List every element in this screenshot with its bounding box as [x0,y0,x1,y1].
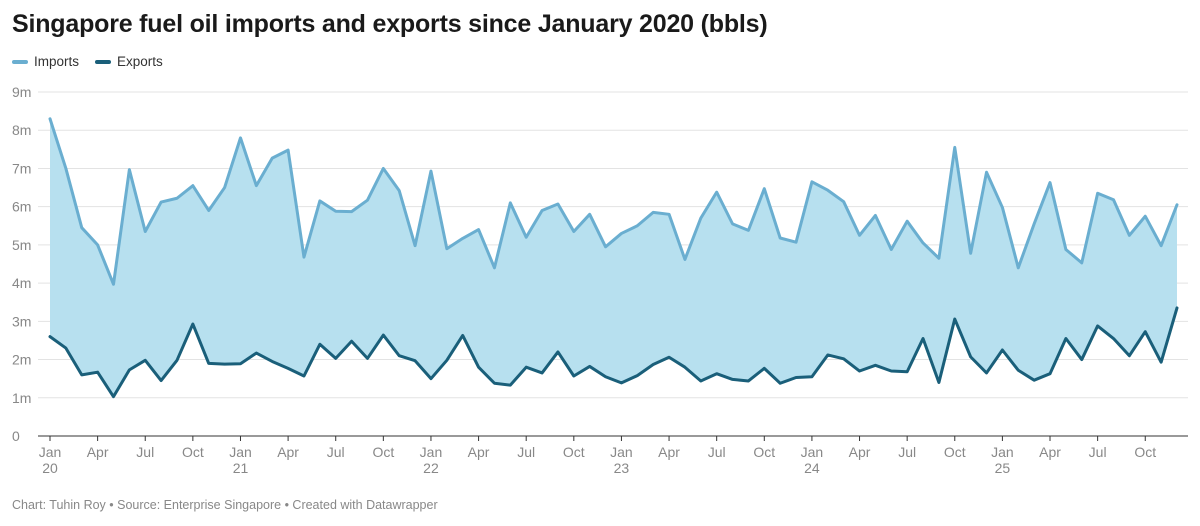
x-tick-label: Jul [517,444,535,460]
series-line-imports [48,117,1179,286]
x-tick-label: Jul [1089,444,1107,460]
y-tick-label: 0 [12,428,20,444]
x-tick-label: Jul [708,444,726,460]
chart-footer: Chart: Tuhin Roy • Source: Enterprise Si… [12,498,438,512]
x-tick-label: Jan [420,444,443,460]
series-line-exports [48,306,1179,399]
x-tick-label: Oct [372,444,394,460]
x-tick-label: Jan [991,444,1014,460]
x-tick-label: Jan [39,444,62,460]
y-tick-label: 3m [12,313,31,329]
chart-title: Singapore fuel oil imports and exports s… [12,10,768,38]
y-tick-label: 5m [12,237,31,253]
legend-label-imports: Imports [34,54,80,69]
x-tick-label: Jan [801,444,824,460]
x-tick-label: Apr [658,444,680,460]
y-tick-label: 4m [12,275,31,291]
x-tick-label: Oct [1134,444,1156,460]
x-tick-year-label: 25 [995,460,1011,476]
x-tick-label: Jan [229,444,252,460]
y-tick-label: 9m [12,84,31,100]
area-imports-exports-gap [50,118,1177,397]
legend-item-exports: Exports [95,54,163,69]
x-tick-label: Apr [1039,444,1061,460]
y-tick-label: 7m [12,160,31,176]
x-tick-label: Oct [563,444,585,460]
y-tick-label: 8m [12,122,31,138]
x-tick-label: Apr [277,444,299,460]
x-tick-label: Jul [898,444,916,460]
y-tick-label: 6m [12,199,31,215]
legend-item-imports: Imports [12,54,79,69]
x-tick-year-label: 21 [233,460,249,476]
chart-legend: Imports Exports [12,54,163,69]
x-tick-year-label: 20 [42,460,58,476]
x-tick-label: Jan [610,444,633,460]
x-tick-label: Oct [944,444,966,460]
x-tick-label: Oct [753,444,775,460]
x-tick-label: Jul [327,444,345,460]
x-tick-label: Apr [849,444,871,460]
x-tick-label: Apr [468,444,490,460]
legend-swatch-imports [12,59,28,64]
legend-label-exports: Exports [117,54,163,69]
x-tick-year-label: 23 [614,460,630,476]
x-tick-label: Jul [136,444,154,460]
x-tick-label: Oct [182,444,204,460]
x-tick-year-label: 22 [423,460,439,476]
legend-swatch-exports [95,59,112,64]
y-tick-label: 2m [12,352,31,368]
y-tick-label: 1m [12,390,31,406]
x-tick-year-label: 24 [804,460,820,476]
x-tick-label: Apr [87,444,109,460]
